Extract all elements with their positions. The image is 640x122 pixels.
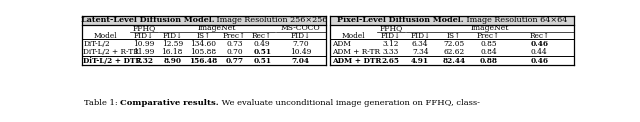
Text: 0.46: 0.46	[530, 40, 548, 48]
Text: 4.91: 4.91	[412, 57, 429, 65]
Text: 3.12: 3.12	[383, 40, 399, 48]
Text: 7.32: 7.32	[135, 57, 153, 65]
Text: Pixel-Level Diffusion Model.: Pixel-Level Diffusion Model.	[337, 16, 464, 24]
Text: FID↓: FID↓	[134, 32, 154, 40]
Text: 10.99: 10.99	[133, 40, 155, 48]
Text: 2.65: 2.65	[382, 57, 400, 65]
Text: 156.48: 156.48	[189, 57, 218, 65]
Text: MS-COCO: MS-COCO	[281, 25, 321, 32]
Text: 0.49: 0.49	[254, 40, 271, 48]
Text: 7.70: 7.70	[292, 40, 309, 48]
Text: 12.59: 12.59	[162, 40, 183, 48]
Text: 11.99: 11.99	[133, 48, 155, 56]
Text: ImageNet: ImageNet	[471, 25, 509, 32]
Text: Model: Model	[341, 32, 365, 40]
Text: 0.44: 0.44	[531, 48, 547, 56]
Text: Prec↑: Prec↑	[223, 32, 246, 40]
Text: ImageNet: ImageNet	[198, 25, 236, 32]
Text: FID↓: FID↓	[381, 32, 401, 40]
Text: 7.04: 7.04	[292, 57, 310, 65]
Text: 0.46: 0.46	[530, 57, 548, 65]
Text: Rec↑: Rec↑	[252, 32, 272, 40]
Text: 10.49: 10.49	[290, 48, 312, 56]
Text: We evaluate unconditional image generation on FFHQ, class-: We evaluate unconditional image generati…	[219, 99, 480, 107]
Text: 8.90: 8.90	[163, 57, 181, 65]
Text: 134.60: 134.60	[190, 40, 216, 48]
Text: 0.84: 0.84	[480, 48, 497, 56]
Text: 16.18: 16.18	[161, 48, 183, 56]
Text: Image Resolution 256×256: Image Resolution 256×256	[214, 16, 328, 24]
Text: ADM + DTR: ADM + DTR	[332, 57, 381, 65]
Text: Rec↑: Rec↑	[529, 32, 549, 40]
Text: Latent-Level Diffusion Model.: Latent-Level Diffusion Model.	[81, 16, 214, 24]
Text: 0.77: 0.77	[226, 57, 244, 65]
Text: 0.70: 0.70	[227, 48, 243, 56]
Text: Comparative results.: Comparative results.	[120, 99, 219, 107]
Text: 72.05: 72.05	[444, 40, 465, 48]
Text: Model: Model	[94, 32, 117, 40]
Text: 0.51: 0.51	[253, 48, 271, 56]
Text: 7.34: 7.34	[412, 48, 428, 56]
Text: IS↑: IS↑	[196, 32, 211, 40]
Text: FID↓: FID↓	[410, 32, 430, 40]
Text: ADM + R-TR: ADM + R-TR	[332, 48, 380, 56]
Bar	[330, 16, 575, 25]
Text: DiT-L/2: DiT-L/2	[83, 40, 109, 48]
Text: FID↓: FID↓	[291, 32, 311, 40]
Text: 62.62: 62.62	[444, 48, 465, 56]
Text: FID↓: FID↓	[162, 32, 182, 40]
Text: 0.51: 0.51	[253, 57, 271, 65]
Text: DiT-L/2 + DTR: DiT-L/2 + DTR	[83, 57, 141, 65]
Text: 82.44: 82.44	[442, 57, 465, 65]
Text: 0.88: 0.88	[479, 57, 497, 65]
Text: FFHQ: FFHQ	[132, 25, 156, 32]
Bar	[81, 16, 326, 25]
Text: 105.88: 105.88	[190, 48, 216, 56]
Text: Prec↑: Prec↑	[477, 32, 500, 40]
Text: ADM: ADM	[332, 40, 351, 48]
Text: 3.33: 3.33	[383, 48, 399, 56]
Text: 0.73: 0.73	[227, 40, 243, 48]
Text: Table 1:: Table 1:	[84, 99, 120, 107]
Text: 0.85: 0.85	[480, 40, 497, 48]
Text: Image Resolution 64×64: Image Resolution 64×64	[464, 16, 567, 24]
Text: IS↑: IS↑	[447, 32, 461, 40]
Text: FFHQ: FFHQ	[379, 25, 403, 32]
Text: 6.34: 6.34	[412, 40, 428, 48]
Text: DiT-L/2 + R-TR: DiT-L/2 + R-TR	[83, 48, 139, 56]
